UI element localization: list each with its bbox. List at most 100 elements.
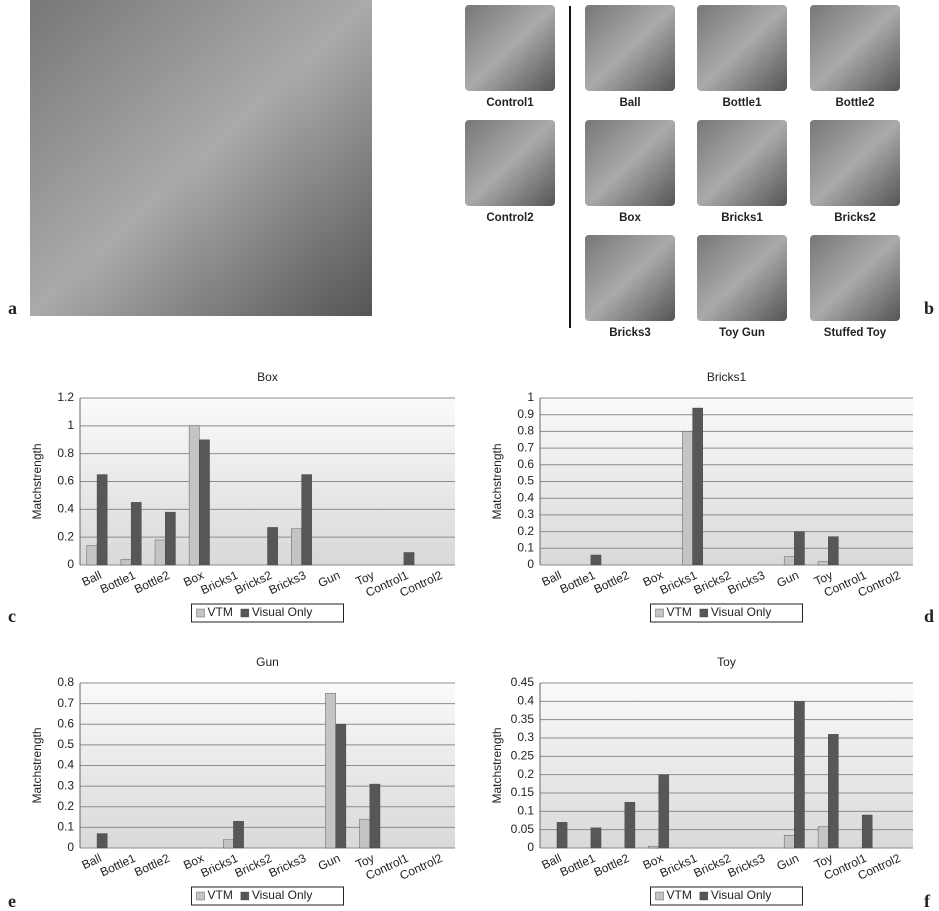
thumbnail-caption: Bottle2 (836, 97, 875, 109)
chart-title: Box (257, 370, 278, 384)
bar (268, 527, 278, 565)
x-tick-label: Bottle1 (558, 851, 598, 880)
y-tick-label: 0.3 (517, 507, 534, 521)
bar (97, 475, 107, 565)
y-tick-label: 0.8 (517, 424, 534, 438)
thumbnail-caption: Bottle1 (723, 97, 763, 109)
thumbnail-caption: Bricks1 (721, 212, 763, 224)
y-tick-label: 1 (527, 390, 534, 404)
bar (682, 431, 692, 565)
y-tick-label: 0.15 (511, 785, 535, 799)
y-tick-label: 0.2 (57, 799, 74, 813)
y-tick-label: 0.3 (57, 778, 74, 792)
thumbnail-caption: Bricks3 (609, 327, 651, 339)
y-tick-label: 0.6 (57, 474, 74, 488)
thumbnail (697, 120, 787, 206)
panel-label: e (8, 891, 16, 911)
legend-label: VTM (667, 605, 692, 619)
bar (155, 540, 165, 565)
figure: abcdefControl1Control2BallBottle1Bottle2… (0, 0, 939, 911)
x-tick-label: Bricks3 (267, 851, 309, 880)
x-tick-label: Bricks3 (267, 568, 309, 597)
thumbnail (810, 120, 900, 206)
y-tick-label: 0.35 (511, 712, 535, 726)
x-tick-label: Gun (316, 568, 342, 590)
thumbnail-caption: Box (619, 212, 641, 224)
y-axis-label: Matchstrength (490, 443, 504, 519)
y-tick-label: 0.1 (517, 540, 534, 554)
x-tick-label: Gun (774, 851, 800, 873)
bar (818, 562, 828, 565)
bar (165, 512, 175, 565)
x-tick-label: Bricks3 (725, 851, 767, 880)
y-tick-label: 0.5 (517, 474, 534, 488)
bar (649, 846, 659, 848)
y-tick-label: 0.45 (511, 675, 535, 689)
y-axis-label: Matchstrength (30, 443, 44, 519)
thumbnail-caption: Stuffed Toy (824, 327, 887, 339)
legend-label: Visual Only (252, 605, 312, 619)
x-tick-label: Bottle2 (592, 568, 632, 597)
legend-label: VTM (208, 888, 233, 902)
legend-swatch (241, 609, 249, 617)
bar (370, 784, 380, 848)
bar (360, 819, 370, 848)
bar (591, 555, 601, 565)
thumbnail (810, 5, 900, 91)
legend-swatch (197, 892, 205, 900)
panel-label: c (8, 606, 16, 626)
bar (557, 822, 567, 848)
thumbnail (810, 235, 900, 321)
x-tick-label: Gun (774, 568, 800, 590)
x-tick-label: Bricks2 (233, 851, 275, 880)
y-tick-label: 0.4 (57, 758, 74, 772)
panel-label: d (924, 606, 934, 626)
legend-swatch (241, 892, 249, 900)
thumbnail (585, 120, 675, 206)
legend-swatch (700, 609, 708, 617)
thumbnail (585, 235, 675, 321)
legend-label: Visual Only (711, 605, 771, 619)
plot-area (540, 683, 913, 848)
y-tick-label: 0.5 (57, 737, 74, 751)
bar (97, 834, 107, 848)
chart-title: Gun (256, 655, 279, 669)
bar (121, 559, 131, 565)
y-tick-label: 0.1 (57, 820, 74, 834)
x-tick-label: Bricks1 (198, 851, 240, 880)
bar (291, 529, 301, 565)
bar (325, 693, 335, 848)
y-tick-label: 0.6 (57, 716, 74, 730)
legend-label: VTM (208, 605, 233, 619)
bar (693, 408, 703, 565)
y-tick-label: 0.2 (517, 524, 534, 538)
y-tick-label: 0.8 (57, 675, 74, 689)
robot-photo (30, 0, 372, 316)
thumbnail (697, 5, 787, 91)
y-axis-label: Matchstrength (490, 727, 504, 803)
x-tick-label: Gun (316, 851, 342, 873)
x-tick-label: Bottle1 (558, 568, 598, 597)
y-tick-label: 0.9 (517, 407, 534, 421)
x-tick-label: Bottle1 (98, 568, 138, 597)
y-tick-label: 0.05 (511, 822, 535, 836)
y-tick-label: 0 (527, 840, 534, 854)
x-tick-label: Bottle2 (132, 568, 172, 597)
y-tick-label: 0 (527, 557, 534, 571)
y-tick-label: 0 (67, 557, 74, 571)
panel-label: a (8, 298, 17, 318)
y-tick-label: 0.4 (517, 490, 534, 504)
legend-label: Visual Only (252, 888, 312, 902)
thumbnail-caption: Toy Gun (719, 327, 765, 339)
x-tick-label: Bottle1 (98, 851, 138, 880)
panel-label: b (924, 298, 934, 318)
bar (131, 502, 141, 565)
bar (794, 701, 804, 848)
bar (784, 835, 794, 848)
bar (87, 546, 97, 565)
legend-swatch (656, 892, 664, 900)
thumbnail (465, 5, 555, 91)
y-tick-label: 0.1 (517, 804, 534, 818)
bar (404, 552, 414, 565)
bar (189, 426, 199, 565)
